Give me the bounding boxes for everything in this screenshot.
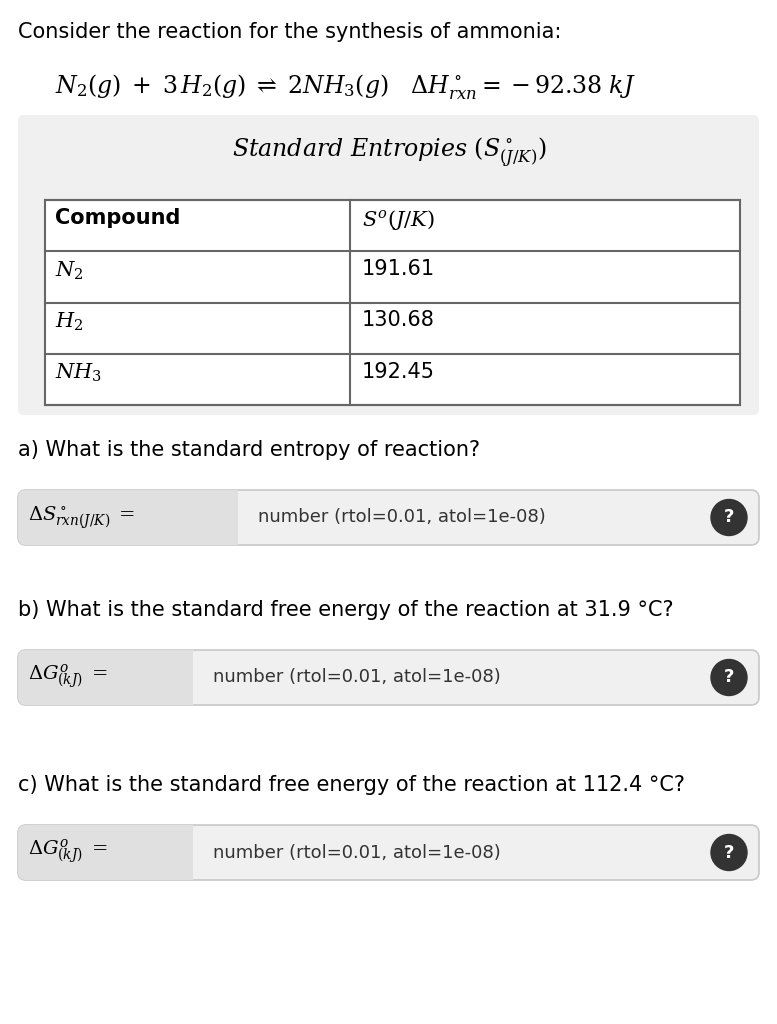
Text: Compound: Compound (55, 208, 180, 228)
Text: $\Delta S^\circ_{rxn(J/K)}\;=$: $\Delta S^\circ_{rxn(J/K)}\;=$ (28, 504, 135, 530)
Circle shape (711, 659, 747, 695)
Bar (181, 650, 193, 705)
Text: 192.45: 192.45 (362, 361, 435, 382)
Text: number (rtol=0.01, atol=1e-08): number (rtol=0.01, atol=1e-08) (213, 844, 500, 861)
Bar (45, 200, 740, 406)
Text: ?: ? (724, 844, 734, 861)
FancyBboxPatch shape (18, 115, 759, 415)
FancyBboxPatch shape (18, 825, 193, 880)
Circle shape (711, 500, 747, 536)
Text: $S^o(J/K)$: $S^o(J/K)$ (362, 208, 435, 232)
FancyBboxPatch shape (18, 650, 193, 705)
FancyBboxPatch shape (18, 490, 759, 545)
Text: $N_2(g)\;+\;3\,H_2(g)\;\rightleftharpoons\;2NH_3(g)\quad\Delta H^\circ_{rxn}=-92: $N_2(g)\;+\;3\,H_2(g)\;\rightleftharpoon… (55, 72, 636, 101)
Text: number (rtol=0.01, atol=1e-08): number (rtol=0.01, atol=1e-08) (258, 509, 545, 526)
FancyBboxPatch shape (18, 650, 759, 705)
FancyBboxPatch shape (18, 825, 759, 880)
Text: 191.61: 191.61 (362, 259, 435, 280)
FancyBboxPatch shape (18, 490, 238, 545)
Text: 130.68: 130.68 (362, 310, 435, 331)
Circle shape (711, 835, 747, 870)
Text: ?: ? (724, 669, 734, 686)
Text: $\Delta G^o_{(kJ)}\;=$: $\Delta G^o_{(kJ)}\;=$ (28, 663, 108, 692)
Text: number (rtol=0.01, atol=1e-08): number (rtol=0.01, atol=1e-08) (213, 669, 500, 686)
Text: c) What is the standard free energy of the reaction at 112.4 °C?: c) What is the standard free energy of t… (18, 775, 685, 795)
Bar (226, 490, 238, 545)
Text: ?: ? (724, 509, 734, 526)
Text: b) What is the standard free energy of the reaction at 31.9 °C?: b) What is the standard free energy of t… (18, 600, 674, 620)
Text: $NH_3$: $NH_3$ (55, 361, 102, 384)
Text: a) What is the standard entropy of reaction?: a) What is the standard entropy of react… (18, 440, 480, 460)
Text: Consider the reaction for the synthesis of ammonia:: Consider the reaction for the synthesis … (18, 22, 561, 42)
Text: $\Delta G^o_{(kJ)}\;=$: $\Delta G^o_{(kJ)}\;=$ (28, 838, 108, 867)
Bar (181, 825, 193, 880)
Text: $H_2$: $H_2$ (55, 310, 83, 333)
Text: $\mathit{Standard\ Entropies}\ (S^\circ_{(J/K)})$: $\mathit{Standard\ Entropies}\ (S^\circ_… (232, 135, 546, 169)
Text: $N_2$: $N_2$ (55, 259, 84, 282)
